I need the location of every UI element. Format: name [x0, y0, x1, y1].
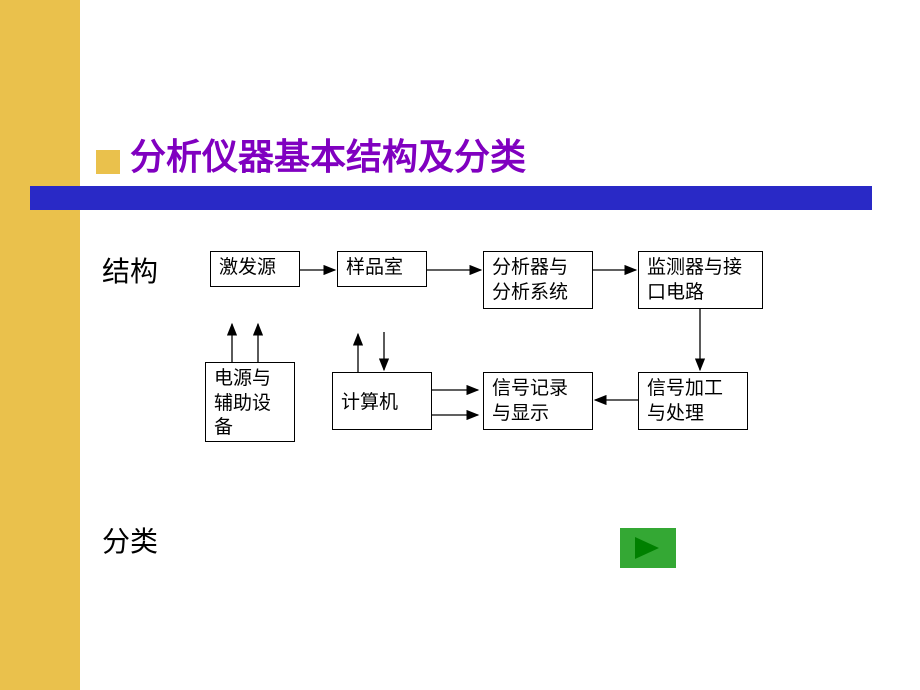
play-icon	[633, 535, 663, 561]
next-slide-button[interactable]	[620, 528, 676, 568]
flowchart-arrows	[0, 0, 920, 690]
